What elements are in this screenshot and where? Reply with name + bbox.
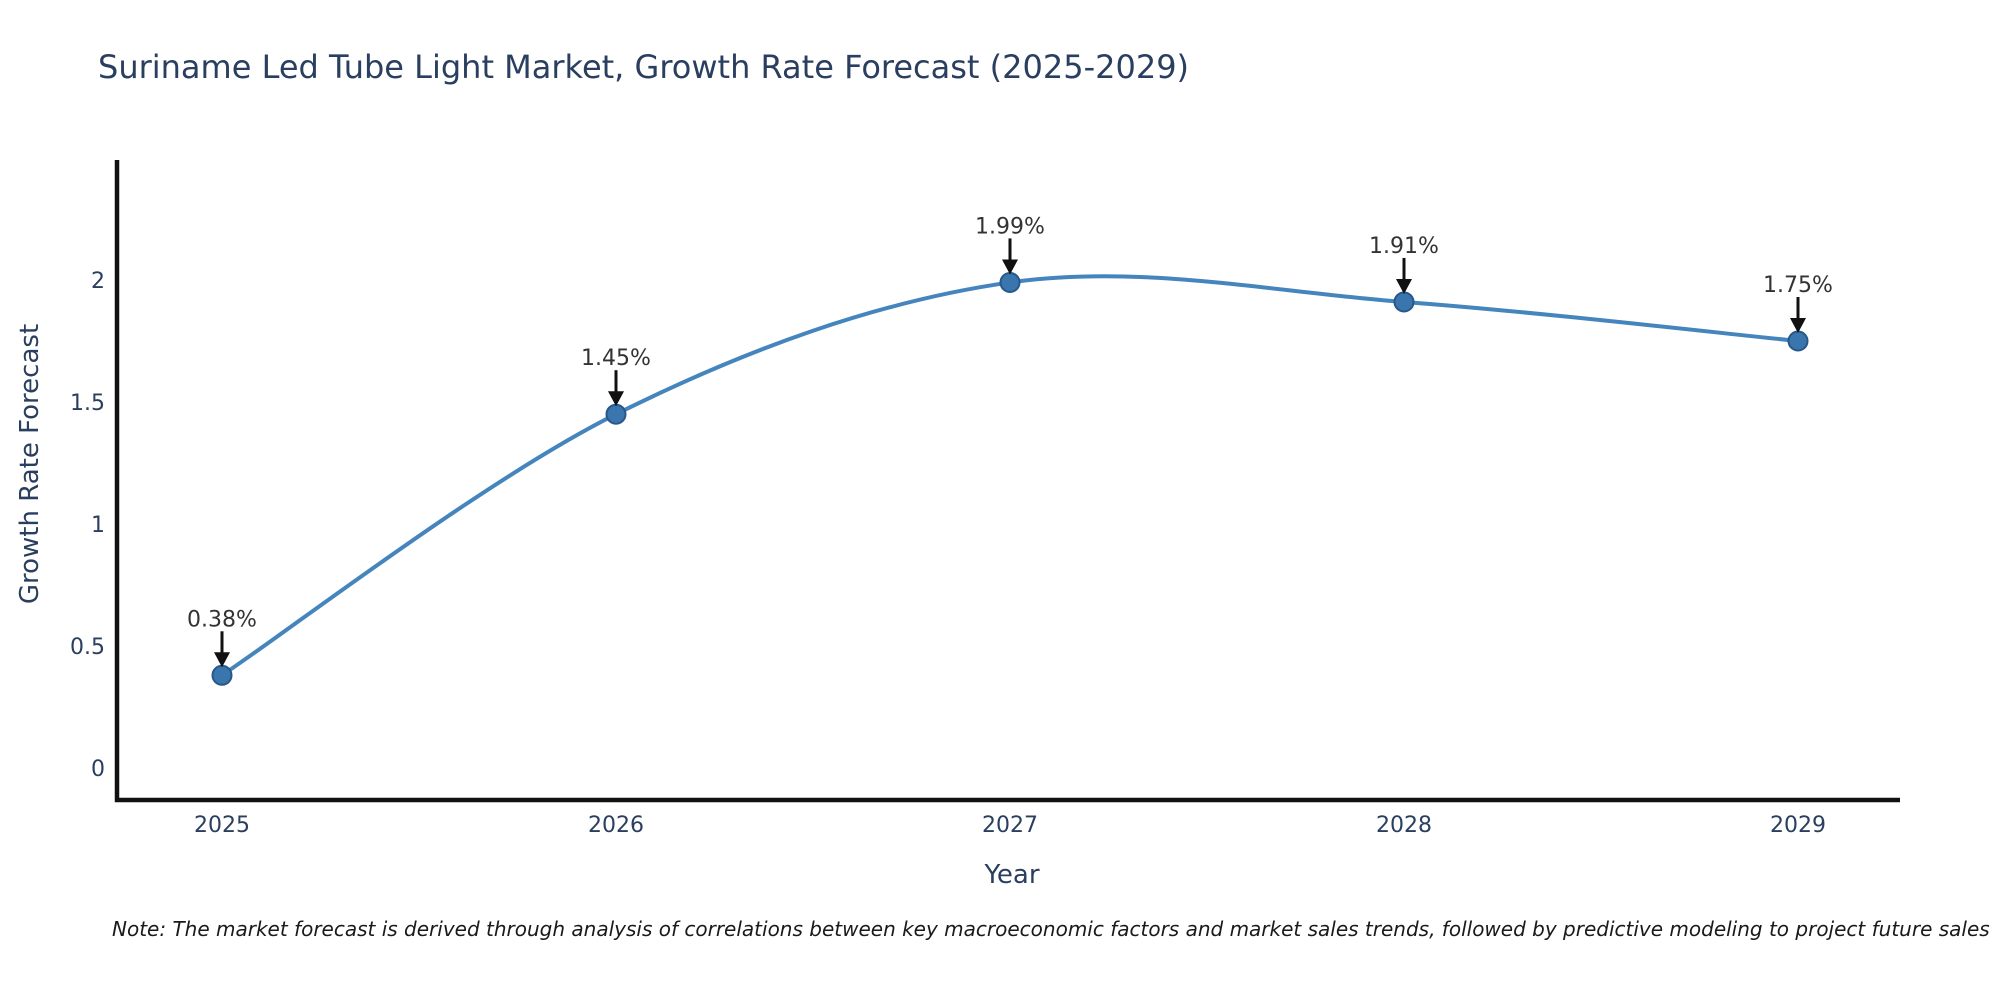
- y-tick-label: 1: [91, 513, 105, 538]
- y-tick-label: 0: [91, 757, 105, 782]
- x-axis-title: Year: [984, 860, 1040, 890]
- data-point-marker[interactable]: [211, 664, 233, 686]
- chart-title: Suriname Led Tube Light Market, Growth R…: [98, 48, 1190, 86]
- point-value-label: 1.99%: [975, 214, 1045, 239]
- annotation-arrowhead: [1396, 278, 1412, 294]
- annotation-arrowhead: [1002, 259, 1018, 275]
- y-tick-label: 2: [91, 269, 105, 294]
- series-line: [220, 274, 1800, 678]
- data-point-marker[interactable]: [999, 271, 1021, 293]
- point-value-label: 1.75%: [1763, 273, 1833, 298]
- annotation-arrowhead: [214, 652, 230, 668]
- footnote: Note: The market forecast is derived thr…: [112, 917, 1990, 941]
- x-tick-label: 2028: [1376, 813, 1432, 838]
- y-tick-label: 0.5: [70, 635, 105, 660]
- x-tick-label: 2029: [1770, 813, 1826, 838]
- annotation-arrowhead: [1790, 318, 1806, 333]
- annotation-arrowhead: [608, 391, 624, 407]
- point-value-label: 0.38%: [187, 607, 257, 632]
- x-tick-label: 2026: [588, 813, 644, 838]
- data-point-marker[interactable]: [605, 403, 627, 425]
- data-point-marker[interactable]: [1393, 291, 1415, 313]
- axis-lines: [114, 160, 1900, 803]
- point-value-label: 1.91%: [1369, 234, 1439, 259]
- point-value-label: 1.45%: [581, 346, 651, 371]
- x-tick-label: 2027: [982, 813, 1038, 838]
- x-tick-label: 2025: [194, 813, 250, 838]
- y-tick-label: 1.5: [70, 391, 105, 416]
- data-point-marker[interactable]: [1787, 330, 1809, 352]
- y-axis-title: Growth Rate Forecast: [15, 323, 45, 605]
